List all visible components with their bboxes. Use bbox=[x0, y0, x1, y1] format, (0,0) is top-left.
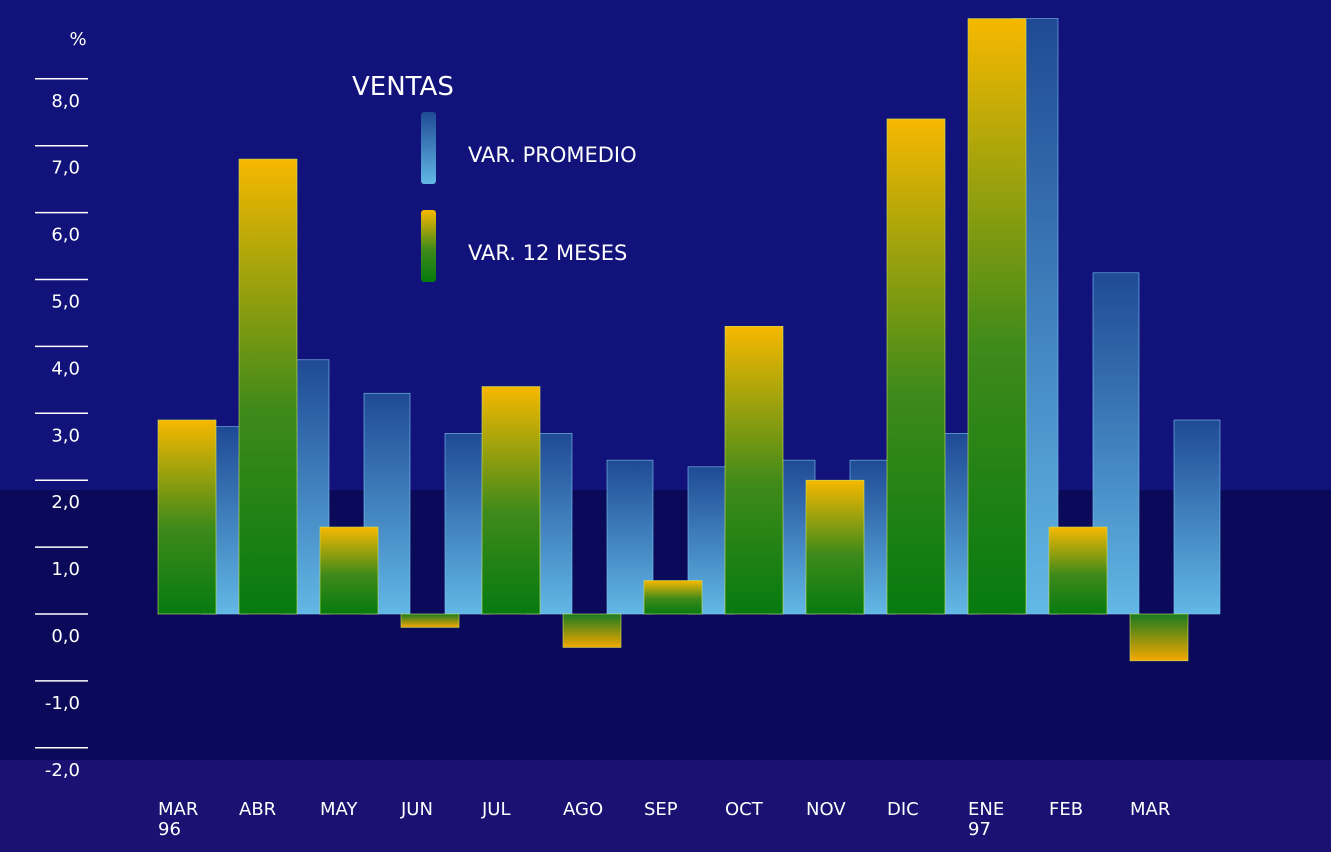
x-tick-label: JUN bbox=[400, 799, 433, 820]
y-tick-label: 2,0 bbox=[51, 492, 80, 513]
x-tick-label: ENE 97 bbox=[968, 799, 1004, 840]
bar-12-meses bbox=[481, 386, 541, 615]
legend-label: VAR. PROMEDIO bbox=[468, 143, 637, 167]
y-tick-label: 5,0 bbox=[51, 292, 80, 313]
x-tick-label: ABR bbox=[239, 799, 276, 820]
bar-promedio bbox=[1173, 419, 1221, 615]
x-tick-label: SEP bbox=[644, 799, 678, 820]
bar-12-meses bbox=[643, 580, 703, 615]
y-tick-label: -2,0 bbox=[45, 760, 80, 781]
y-tick-label: 3,0 bbox=[51, 425, 80, 446]
legend-swatch bbox=[421, 112, 436, 184]
y-tick-label: 6,0 bbox=[51, 225, 80, 246]
bar-12-meses bbox=[805, 479, 865, 615]
y-tick-label: 1,0 bbox=[51, 559, 80, 580]
bar-12-meses bbox=[238, 158, 298, 615]
bar-12-meses bbox=[967, 18, 1027, 615]
bar-12-meses bbox=[886, 118, 946, 615]
legend-label: VAR. 12 MESES bbox=[468, 241, 627, 265]
x-tick-label: DIC bbox=[887, 799, 919, 820]
bar-12-meses bbox=[157, 419, 217, 615]
y-tick-label: -1,0 bbox=[45, 693, 80, 714]
bar-12-meses bbox=[400, 613, 460, 628]
x-tick-label: MAR 96 bbox=[158, 799, 198, 840]
bar-12-meses bbox=[1048, 526, 1108, 615]
y-tick-label: 8,0 bbox=[51, 91, 80, 112]
x-tick-label: MAY bbox=[320, 799, 358, 820]
x-tick-label: AGO bbox=[563, 799, 603, 820]
bar-12-meses bbox=[562, 613, 622, 648]
x-tick-label: NOV bbox=[806, 799, 846, 820]
y-tick-label: 0,0 bbox=[51, 626, 80, 647]
y-axis-label: % bbox=[69, 29, 86, 50]
y-tick-label: 7,0 bbox=[51, 158, 80, 179]
x-tick-label: OCT bbox=[725, 799, 764, 820]
bar-12-meses bbox=[1129, 613, 1189, 662]
x-tick-label: JUL bbox=[481, 799, 511, 820]
legend-swatch bbox=[421, 210, 436, 282]
y-tick-label: 4,0 bbox=[51, 358, 80, 379]
legend-title: VENTAS bbox=[352, 72, 454, 102]
x-tick-label: FEB bbox=[1049, 799, 1083, 820]
floor-light bbox=[0, 760, 1331, 852]
bar-12-meses bbox=[319, 526, 379, 615]
x-tick-label: MAR bbox=[1130, 799, 1170, 820]
bar-12-meses bbox=[724, 326, 784, 615]
